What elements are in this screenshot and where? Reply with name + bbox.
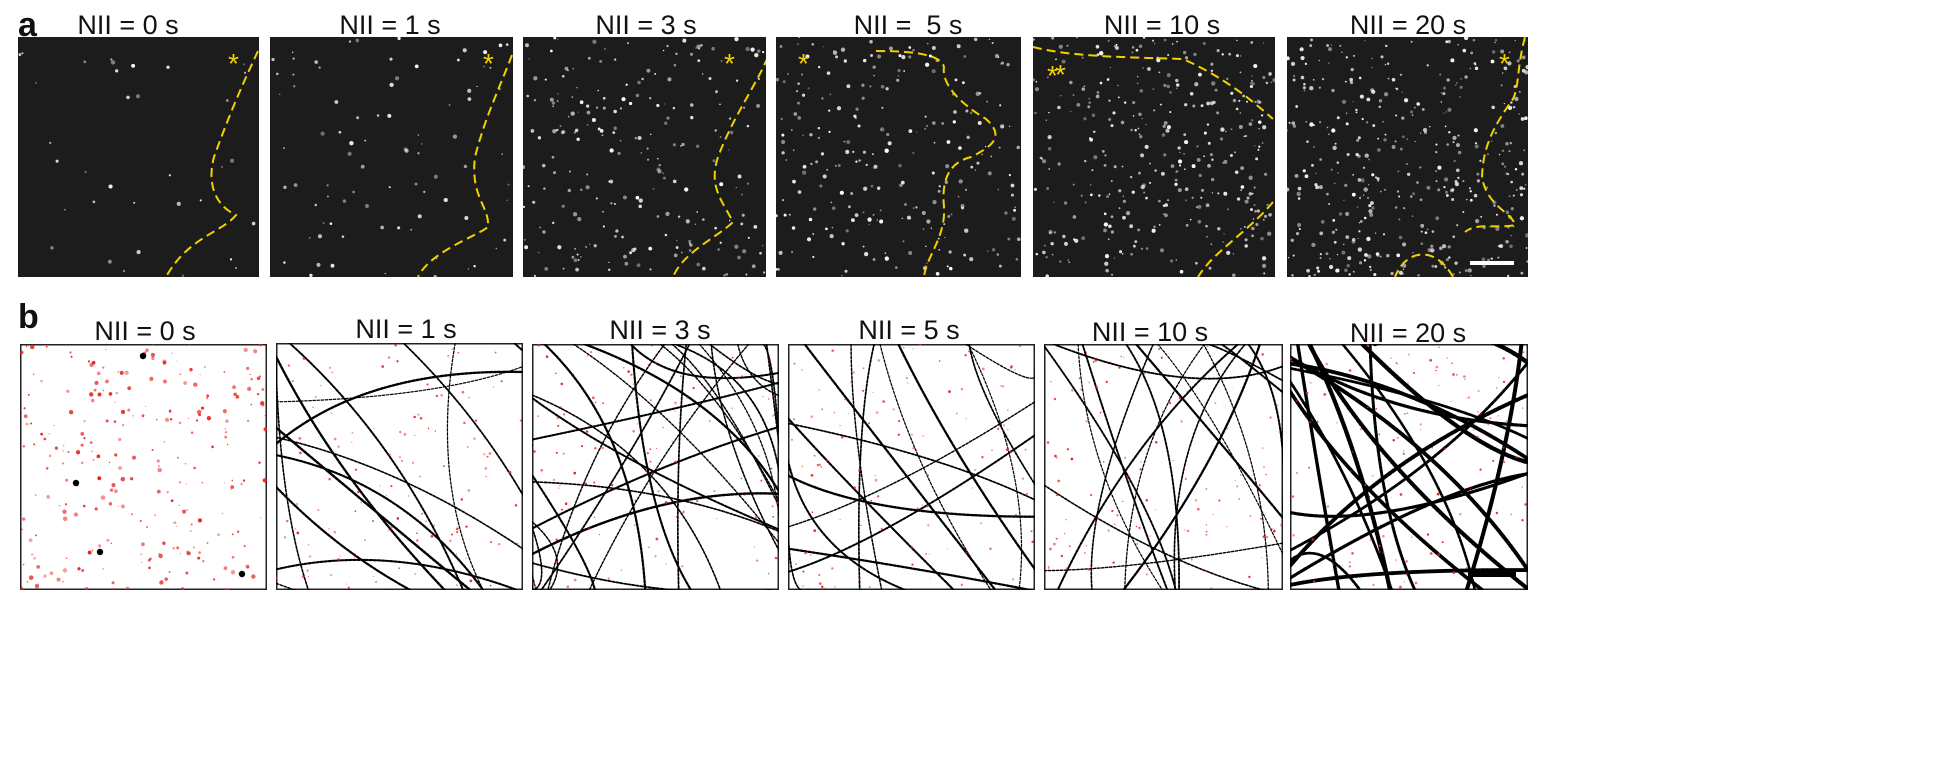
panel-letter-a: a (18, 6, 37, 44)
reconstruction-20s (1290, 344, 1528, 590)
micrograph-3s: * (523, 37, 766, 277)
label-b-4: NII = 10 s (1091, 317, 1209, 347)
micrograph-10s: ** (1033, 37, 1275, 277)
micrograph-5s: * (776, 37, 1021, 277)
label-a-4: NII = 10 s (1103, 10, 1221, 40)
micrograph-0s: * (18, 37, 259, 277)
label-b-2: NII = 3 s (609, 315, 711, 345)
asterisk-marker: * (228, 48, 239, 79)
micrograph-20s: * (1287, 37, 1528, 277)
label-b-3: NII = 5 s (858, 315, 960, 345)
asterisk-marker: * (483, 48, 494, 79)
scale-bar (1470, 261, 1514, 265)
label-b-1: NII = 1 s (355, 314, 457, 344)
micrograph-1s: * (270, 37, 513, 277)
label-a-2: NII = 3 s (595, 10, 697, 40)
reconstruction-0s (20, 344, 267, 590)
label-a-3: NII = 5 s (853, 10, 963, 40)
panel-letter-b: b (18, 298, 39, 336)
asterisk-marker: * (1047, 60, 1058, 91)
asterisk-marker: * (798, 48, 809, 79)
label-a-1: NII = 1 s (339, 10, 441, 40)
reconstruction-10s (1044, 344, 1283, 590)
asterisk-marker: * (1055, 59, 1066, 90)
asterisk-marker: * (1499, 48, 1510, 79)
asterisk-marker: * (724, 48, 735, 79)
reconstruction-3s (532, 344, 779, 590)
label-a-0: NII = 0 s (77, 10, 179, 40)
reconstruction-5s (788, 344, 1035, 590)
label-a-5: NII = 20 s (1349, 10, 1467, 40)
reconstruction-1s (276, 343, 523, 590)
scale-bar (1468, 572, 1516, 577)
label-b-0: NII = 0 s (94, 316, 196, 346)
label-b-5: NII = 20 s (1349, 318, 1467, 348)
